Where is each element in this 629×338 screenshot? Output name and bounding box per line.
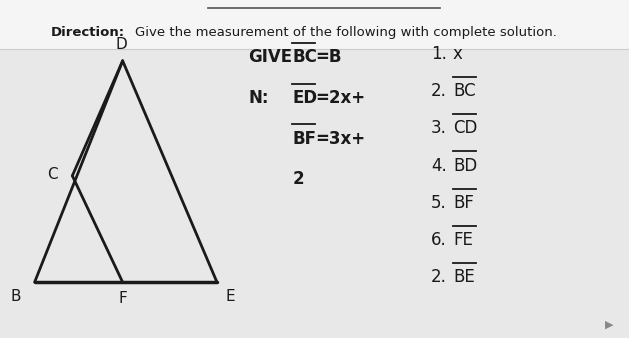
Text: =3x+: =3x+	[315, 129, 365, 148]
Text: Direction:: Direction:	[50, 26, 125, 39]
Text: 2: 2	[292, 170, 304, 188]
Text: BC: BC	[453, 82, 476, 100]
Text: 2.: 2.	[431, 268, 447, 286]
Text: x: x	[453, 45, 463, 63]
Text: FE: FE	[453, 231, 473, 249]
Text: 2.: 2.	[431, 82, 447, 100]
Text: 6.: 6.	[431, 231, 447, 249]
Text: =2x+: =2x+	[315, 89, 365, 107]
Text: ED: ED	[292, 89, 318, 107]
Text: BC: BC	[292, 48, 318, 67]
Text: N:: N:	[248, 89, 269, 107]
Text: BF: BF	[453, 194, 474, 212]
Text: BF: BF	[292, 129, 316, 148]
Text: 1.: 1.	[431, 45, 447, 63]
Text: BE: BE	[453, 268, 475, 286]
Text: E: E	[225, 289, 235, 304]
Bar	[0, 0, 629, 49]
Text: =B: =B	[315, 48, 342, 67]
Text: GIVE: GIVE	[248, 48, 292, 67]
Text: F: F	[118, 291, 127, 306]
Text: D: D	[116, 38, 127, 52]
Text: ▶: ▶	[604, 319, 613, 330]
Text: CD: CD	[453, 119, 477, 138]
Text: C: C	[47, 167, 58, 182]
Text: 3.: 3.	[431, 119, 447, 138]
Text: 5.: 5.	[431, 194, 447, 212]
Text: B: B	[10, 289, 21, 304]
Text: BD: BD	[453, 156, 477, 175]
Text: 4.: 4.	[431, 156, 447, 175]
Text: Give the measurement of the following with complete solution.: Give the measurement of the following wi…	[135, 26, 557, 39]
